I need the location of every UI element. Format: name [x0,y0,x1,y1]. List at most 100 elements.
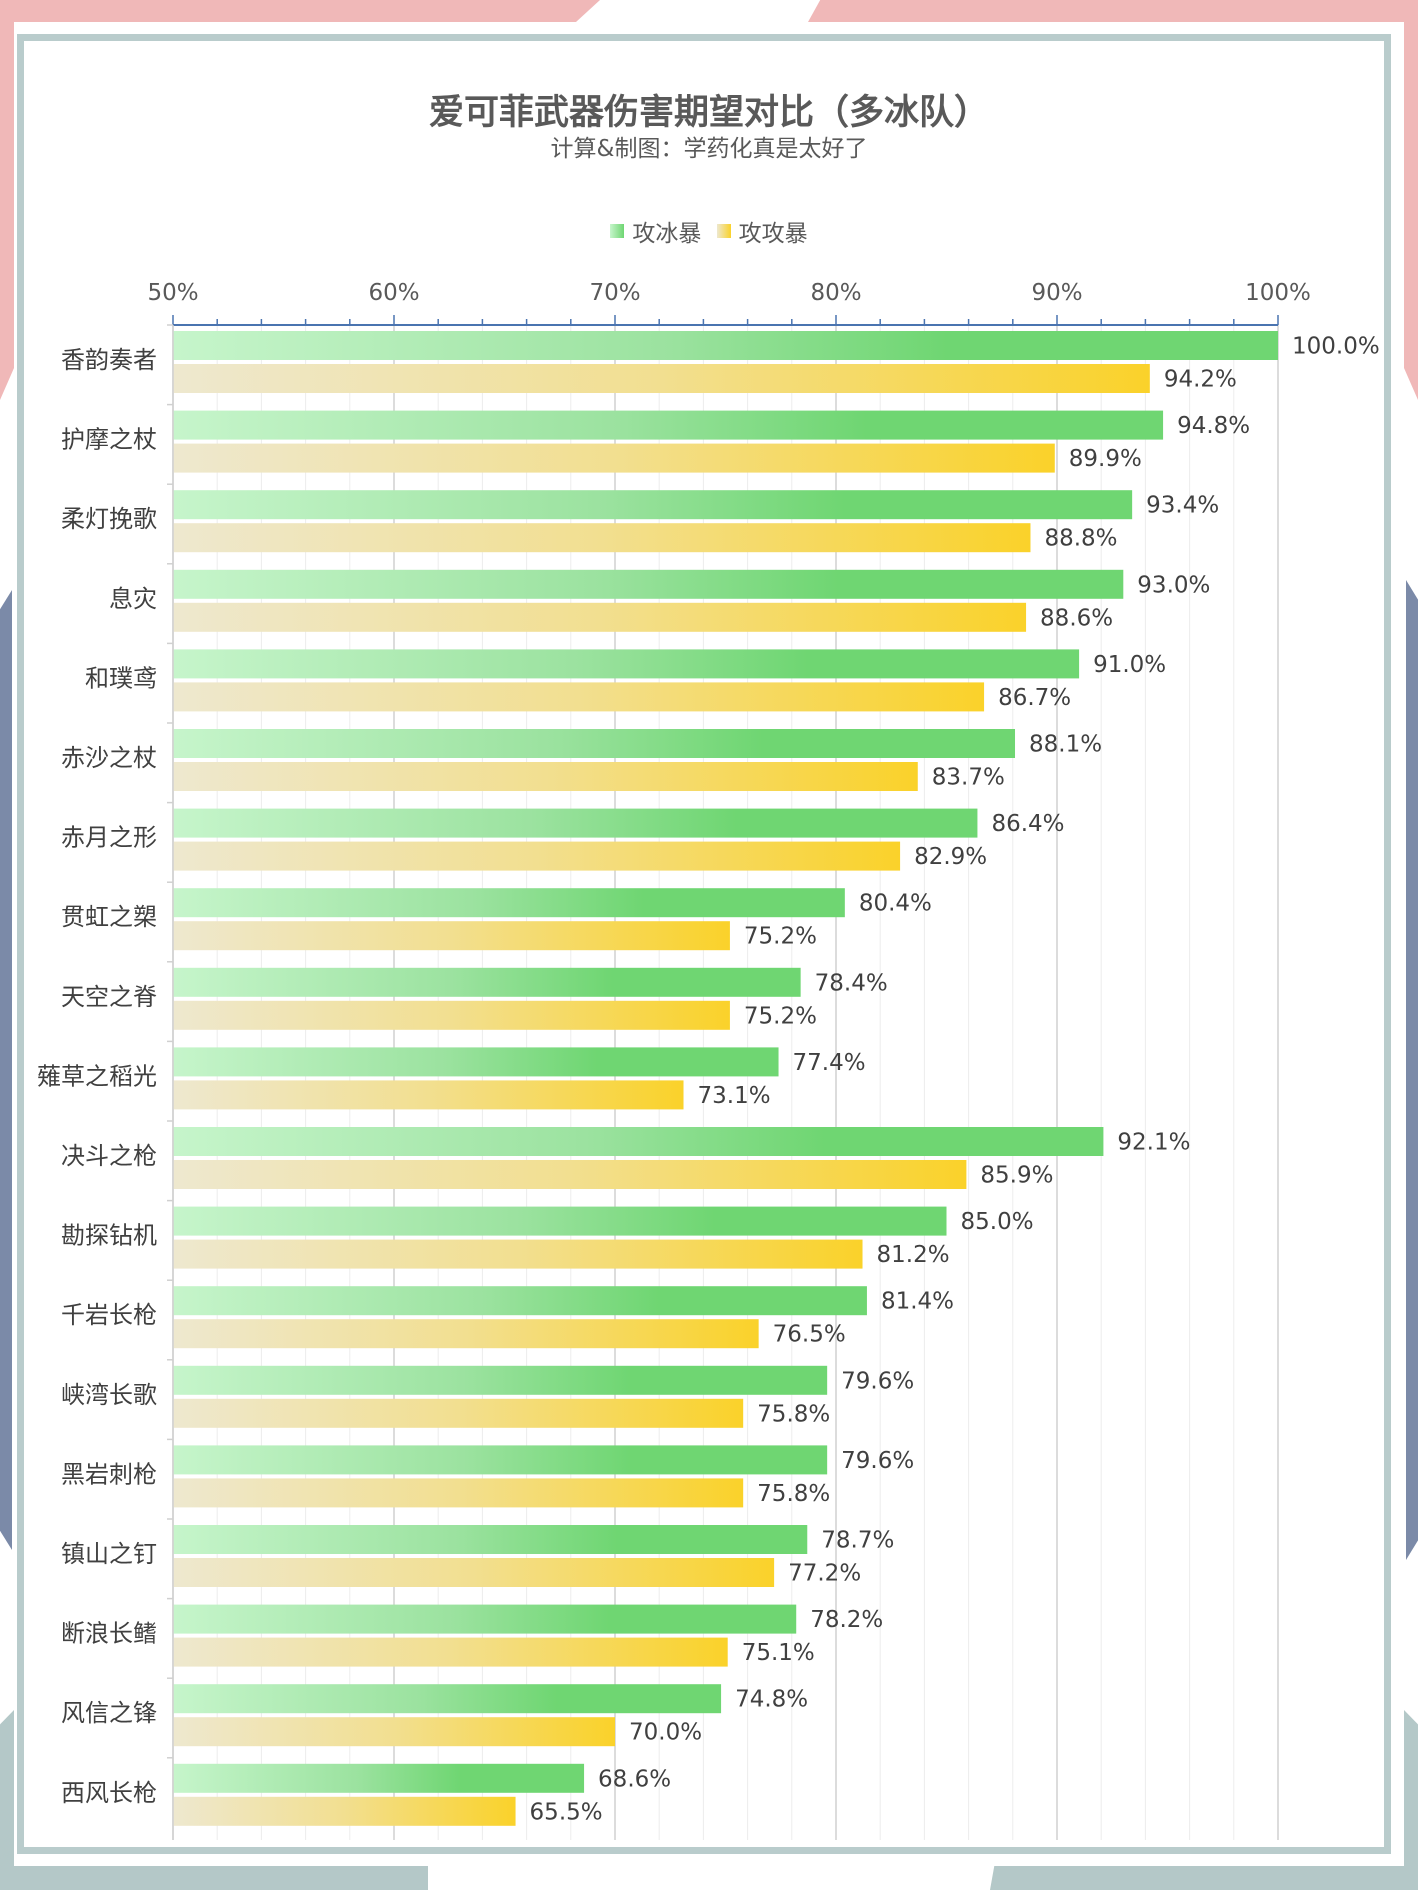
bar-ice [173,410,1164,440]
bar-atk [173,443,1055,473]
data-label: 68.6% [598,1766,671,1792]
category-label: 天空之脊 [61,983,157,1011]
bar-ice [173,1445,828,1475]
category-label: 赤沙之杖 [61,744,157,772]
bar-ice [173,1365,828,1395]
bar-atk [173,602,1027,632]
bar-ice [173,888,845,918]
bar-atk [173,1239,863,1269]
data-label: 75.8% [757,1401,830,1427]
bar-ice [173,1127,1104,1156]
bar-ice [173,1684,722,1714]
bar-ice [173,490,1133,520]
data-label: 82.9% [914,844,987,870]
category-label: 薙草之稻光 [37,1062,157,1090]
bar-atk [173,1796,516,1826]
bar-ice [173,1604,797,1634]
bar-ice [173,1763,585,1793]
frame-decoration [0,1710,14,1890]
data-label: 75.2% [744,1003,817,1029]
category-label: 风信之锋 [61,1699,157,1727]
data-label: 79.6% [841,1368,914,1394]
category-label: 和璞鸢 [85,664,157,692]
data-label: 74.8% [735,1687,808,1713]
category-label: 千岩长枪 [61,1301,157,1329]
data-label: 85.9% [980,1163,1053,1189]
data-label: 92.1% [1117,1130,1190,1156]
x-tick-label: 60% [368,280,419,306]
bar-atk [173,523,1031,553]
category-label: 西风长枪 [61,1779,157,1807]
data-label: 78.4% [815,970,888,996]
data-label: 94.8% [1177,413,1250,439]
category-label: 护摩之杖 [61,426,157,454]
data-label: 65.5% [530,1799,603,1825]
data-label: 79.6% [841,1448,914,1474]
bar-ice [173,967,801,997]
category-label: 息灾 [109,585,157,613]
data-label: 73.1% [698,1083,771,1109]
bar-atk [173,1000,730,1030]
data-label: 85.0% [961,1209,1034,1235]
data-label: 76.5% [773,1322,846,1348]
frame-decoration [0,590,12,1550]
bar-ice [173,1206,947,1236]
x-tick-label: 100% [1245,280,1311,306]
data-label: 75.1% [742,1640,815,1666]
data-label: 100.0% [1292,334,1380,360]
category-label: 黑岩刺枪 [61,1460,157,1488]
bar-ice [173,1047,779,1077]
data-label: 81.2% [877,1242,950,1268]
category-label: 镇山之钉 [61,1540,157,1568]
data-label: 77.4% [793,1050,866,1076]
legend-label-atk: 攻攻暴 [738,221,808,247]
bar-atk [173,1398,744,1428]
x-tick-label: 50% [147,280,198,306]
bar-atk [173,682,985,712]
data-label: 80.4% [859,891,932,917]
bar-atk [173,364,1150,393]
data-label: 81.4% [881,1289,954,1315]
frame-decoration [1406,580,1418,1560]
frame-decoration [0,0,14,400]
data-label: 88.1% [1029,732,1102,758]
legend-item-atk[interactable]: 攻攻暴 [716,214,808,248]
chart-subtitle: 计算&制图：学药化真是太好了 [550,136,868,162]
data-label: 75.8% [757,1481,830,1507]
chart-title: 爱可菲武器伤害期望对比（多冰队） [428,93,989,133]
category-label: 香韵奏者 [61,346,157,374]
data-label: 77.2% [788,1561,861,1587]
bar-atk [173,1717,615,1747]
data-label: 86.4% [991,811,1064,837]
bar-atk [173,921,730,951]
category-label: 贯虹之槊 [61,903,157,931]
bar-atk [173,1558,775,1587]
legend-item-ice[interactable]: 攻冰暴 [610,214,701,248]
x-tick-label: 80% [810,280,861,306]
data-label: 78.2% [810,1607,883,1633]
bar-ice [173,1286,867,1316]
bar-ice [173,729,1016,758]
data-label: 83.7% [932,765,1005,791]
bar-atk [173,1478,744,1508]
data-label: 89.9% [1069,446,1142,472]
bar-ice [173,1525,808,1554]
category-label: 赤月之形 [61,824,157,852]
data-label: 88.6% [1040,605,1113,631]
bar-atk [173,1080,684,1110]
bar-atk [173,1637,728,1667]
frame-decoration [1404,0,1418,400]
data-label: 75.2% [744,924,817,950]
chart-legend: 攻冰暴 攻攻暴 [0,214,1418,248]
legend-swatch-green [610,224,625,238]
frame-decoration [808,0,1418,22]
category-label: 决斗之枪 [61,1142,157,1170]
bar-atk [173,762,918,791]
bar-atk [173,1319,759,1349]
frame-decoration [1404,1710,1418,1890]
bar-ice [173,649,1080,679]
x-tick-label: 90% [1031,280,1082,306]
category-label: 柔灯挽歌 [61,505,157,533]
frame-decoration [990,1866,1418,1890]
